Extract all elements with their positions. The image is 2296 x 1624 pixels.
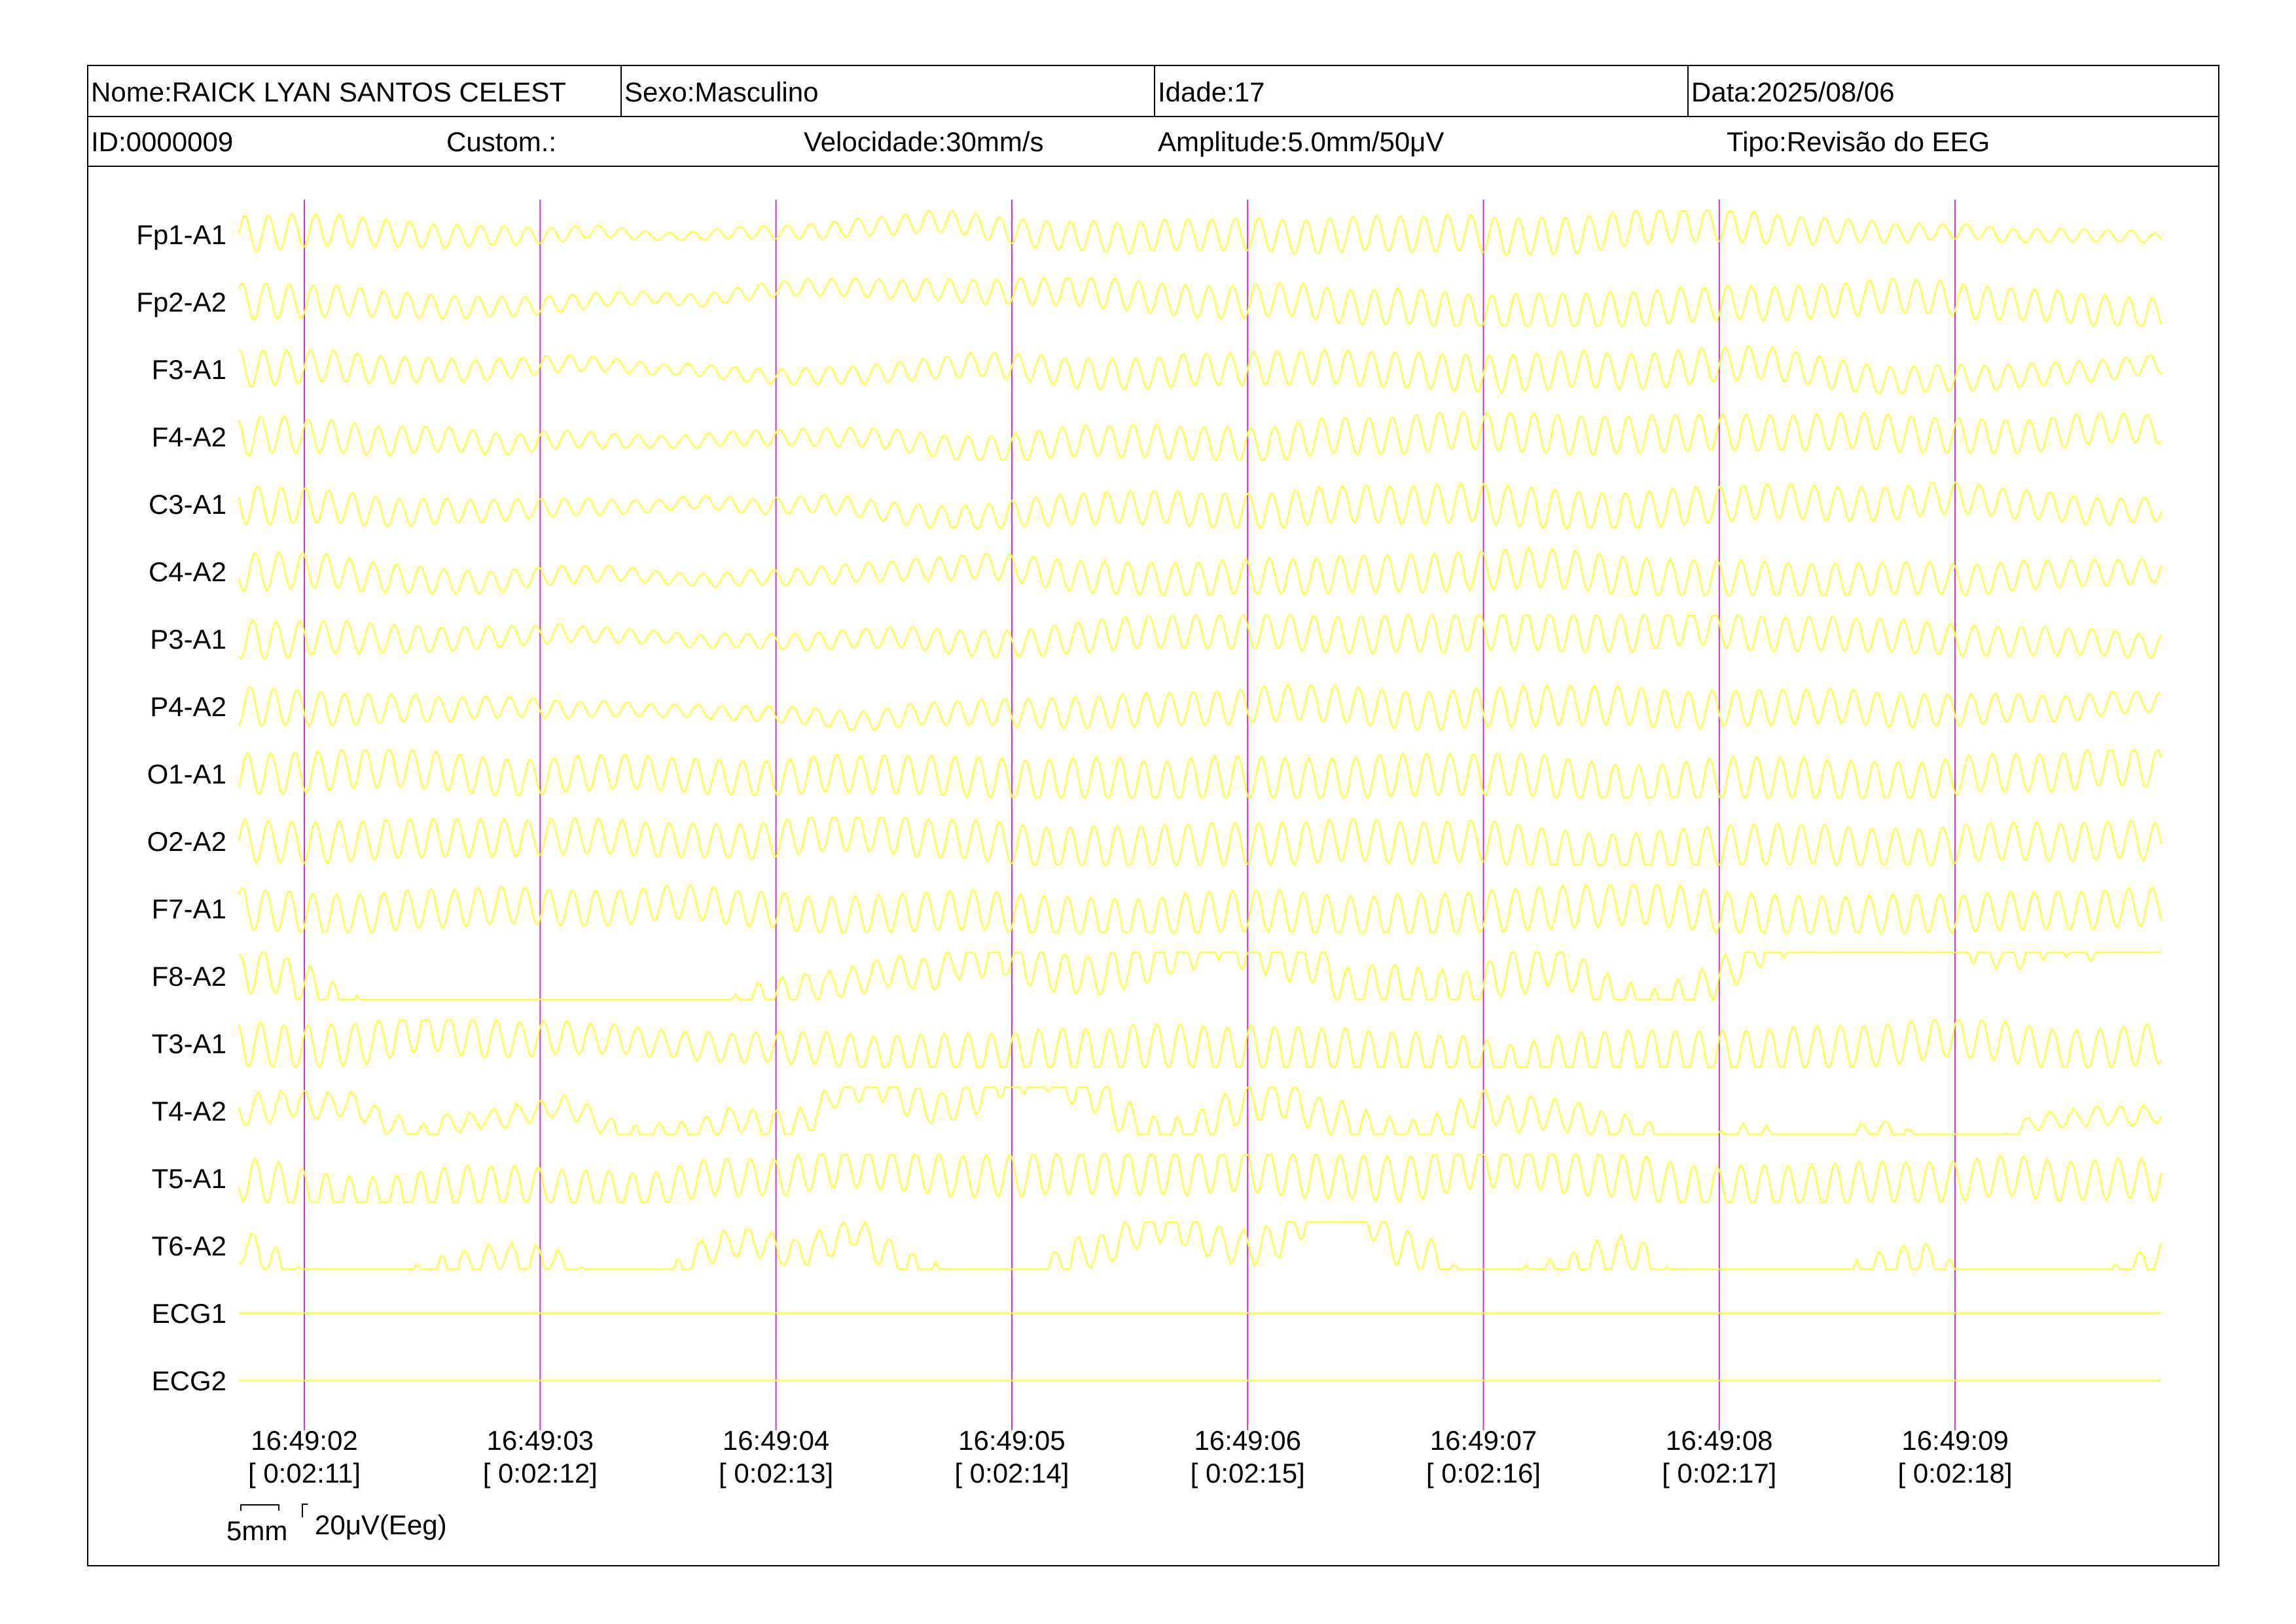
channel-trace: [238, 816, 2162, 866]
eeg-report-sheet: Nome:RAICK LYAN SANTOS CELEST Sexo:Mascu…: [87, 65, 2219, 1566]
elapsed-time-label: [ 0:02:18]: [1898, 1458, 2013, 1489]
channel-trace: [238, 614, 2162, 661]
recording-info-row: ID:0000009 Custom.: Velocidade:30mm/s Am…: [88, 116, 2218, 167]
channel-label: T5-A1: [152, 1163, 226, 1194]
patient-info-row: Nome:RAICK LYAN SANTOS CELEST Sexo:Mascu…: [88, 66, 2218, 117]
time-axis-labels: 16:49:02[ 0:02:11] 16:49:03[ 0:02:12] 16:4…: [248, 1425, 2013, 1489]
channel-trace: [238, 1153, 2162, 1203]
elapsed-time-label: [ 0:02:13]: [719, 1458, 833, 1489]
review-type: Tipo:Revisão do EEG: [1727, 126, 1990, 157]
elapsed-time-label: [ 0:02:12]: [483, 1458, 598, 1489]
time-tick-label: 16:49:02: [251, 1425, 358, 1456]
custom-field: Custom.:: [446, 126, 557, 157]
channel-label: O2-A2: [147, 826, 226, 857]
elapsed-time-label: [ 0:02:15]: [1191, 1458, 1305, 1489]
eeg-traces: [238, 209, 2162, 1382]
channel-label: T6-A2: [152, 1231, 226, 1261]
channel-label: P4-A2: [150, 691, 226, 722]
time-tick-label: 16:49:08: [1666, 1425, 1773, 1456]
time-scale-bracket: [240, 1504, 279, 1511]
channel-trace: [238, 1220, 2162, 1271]
channel-label: F3-A1: [152, 354, 226, 385]
channel-trace: [238, 884, 2162, 933]
channel-trace: [238, 277, 2162, 327]
channel-label: T4-A2: [152, 1096, 226, 1127]
patient-name: Nome:RAICK LYAN SANTOS CELEST: [91, 77, 566, 107]
channel-trace: [238, 344, 2162, 394]
channel-trace: [238, 481, 2162, 529]
recording-amplitude: Amplitude:5.0mm/50μV: [1158, 126, 1444, 157]
recording-speed: Velocidade:30mm/s: [804, 126, 1044, 157]
time-tick-label: 16:49:06: [1194, 1425, 1301, 1456]
channel-trace: [238, 1086, 2162, 1136]
channel-label: ECG1: [152, 1298, 226, 1329]
elapsed-time-label: [ 0:02:14]: [954, 1458, 1069, 1489]
channel-trace: [238, 951, 2161, 1001]
channel-trace: [238, 547, 2162, 596]
time-tick-label: 16:49:05: [958, 1425, 1066, 1456]
time-tick-label: 16:49:07: [1430, 1425, 1537, 1456]
time-tick-label: 16:49:04: [723, 1425, 830, 1456]
time-tick-label: 16:49:03: [487, 1425, 594, 1456]
channel-label: Fp1-A1: [136, 219, 226, 250]
elapsed-time-label: [ 0:02:17]: [1662, 1458, 1776, 1489]
patient-sex: Sexo:Masculino: [620, 66, 1154, 116]
time-tick-label: 16:49:09: [1901, 1425, 2009, 1456]
channel-label: C4-A2: [149, 556, 226, 587]
exam-date: Data:2025/08/06: [1687, 66, 2218, 116]
channel-trace: [238, 412, 2162, 461]
channel-label: T3-A1: [152, 1028, 226, 1059]
channel-label: F7-A1: [152, 893, 226, 924]
channel-trace: [238, 749, 2162, 799]
elapsed-time-label: [ 0:02:11]: [248, 1458, 361, 1489]
channel-label: F4-A2: [152, 422, 226, 452]
channel-label: O1-A1: [147, 759, 226, 789]
patient-age: Idade:17: [1154, 66, 1687, 116]
channel-trace: [238, 209, 2162, 256]
elapsed-time-label: [ 0:02:16]: [1426, 1458, 1541, 1489]
channel-trace: [238, 1019, 2162, 1068]
channel-label: ECG2: [152, 1365, 226, 1396]
channel-label: C3-A1: [149, 489, 226, 520]
channel-trace: [238, 683, 2162, 731]
calibration-scale: 5mm 20μV(Eeg): [226, 1504, 447, 1546]
amplitude-scale-bracket: [302, 1504, 308, 1517]
channel-label: P3-A1: [150, 624, 226, 655]
amplitude-scale-label: 20μV(Eeg): [315, 1509, 447, 1540]
channel-label: Fp2-A2: [136, 287, 226, 317]
channel-labels: Fp1-A1 Fp2-A2 F3-A1 F4-A2 C3-A1 C4-A2 P3-A1 P4-…: [136, 219, 226, 1396]
channel-label: F8-A2: [152, 961, 226, 992]
time-scale-label: 5mm: [226, 1515, 287, 1546]
second-markers: [304, 200, 1956, 1430]
patient-id: ID:0000009: [91, 126, 234, 157]
